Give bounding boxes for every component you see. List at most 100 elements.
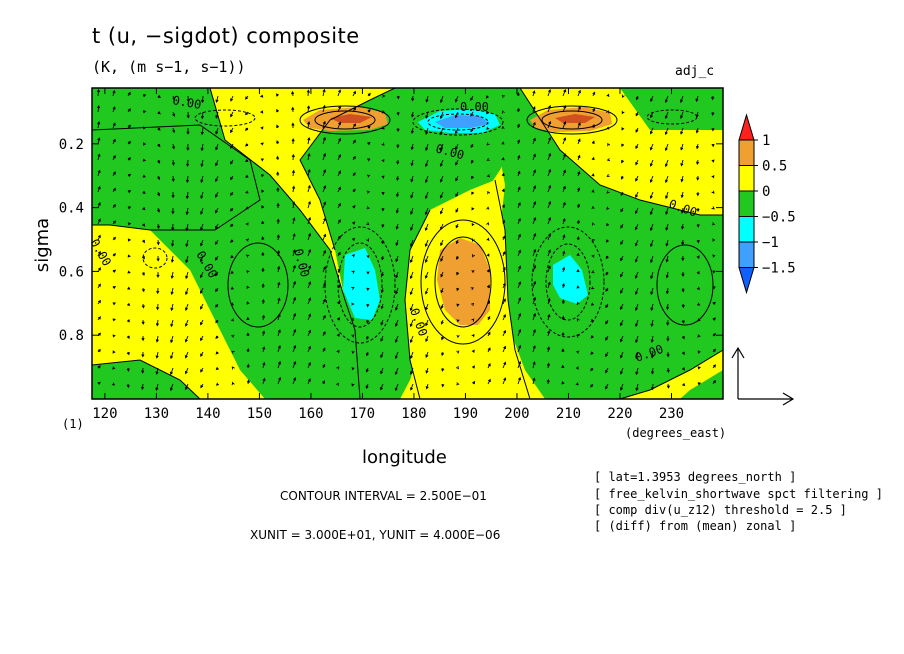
vector-arrow xyxy=(336,349,340,354)
vector-arrow xyxy=(155,383,159,392)
vector-arrow xyxy=(127,286,131,290)
vector-arrow xyxy=(230,255,234,259)
vector-arrow xyxy=(140,383,145,391)
vector-arrow xyxy=(381,110,386,114)
vector-arrow xyxy=(337,251,341,257)
vector-arrow xyxy=(246,301,250,305)
vector-arrow xyxy=(366,287,370,292)
vector-arrow xyxy=(184,319,189,327)
vector-arrow xyxy=(276,202,280,209)
colorbar-swatch xyxy=(738,165,755,192)
vector-arrow xyxy=(576,203,581,209)
vector-arrow xyxy=(606,158,611,162)
vector-arrow xyxy=(276,124,280,129)
vector-arrow xyxy=(576,268,580,273)
vector-arrow xyxy=(605,271,609,276)
vector-arrow xyxy=(352,204,356,209)
vector-arrow xyxy=(620,191,624,197)
vector-arrow xyxy=(649,159,654,167)
vector-arrow xyxy=(230,111,234,118)
vector-arrow xyxy=(230,143,234,149)
vector-arrow xyxy=(156,223,160,230)
vector-arrow xyxy=(97,283,101,289)
vector-arrow xyxy=(486,142,490,146)
vector-arrow xyxy=(395,239,399,247)
colorbar-label: 0 xyxy=(762,184,770,200)
vector-arrow xyxy=(396,175,400,182)
vector-arrow xyxy=(366,319,370,324)
vector-arrow xyxy=(141,255,145,260)
vector-arrow xyxy=(517,170,521,177)
vector-arrow xyxy=(680,159,684,167)
vector-arrow xyxy=(425,319,429,327)
vector-arrow xyxy=(634,271,639,279)
vector-arrow xyxy=(142,223,146,227)
vector-arrow xyxy=(471,207,475,211)
vector-arrow xyxy=(337,121,342,129)
vector-arrow xyxy=(576,219,580,225)
vector-arrow xyxy=(365,367,369,373)
vector-arrow xyxy=(619,319,624,327)
colorbar: 1 0.5 0 −0.5 −1 −1.5 xyxy=(738,113,796,295)
vector-arrow xyxy=(650,367,655,375)
vector-arrow xyxy=(292,328,297,337)
vector-arrow xyxy=(455,159,459,166)
vector-arrow xyxy=(245,95,249,100)
vector-arrow xyxy=(142,174,146,178)
vector-arrow xyxy=(562,153,567,161)
vector-arrow xyxy=(456,382,460,386)
contour-line xyxy=(299,88,396,251)
vector-arrow xyxy=(650,95,654,103)
vector-arrow xyxy=(577,122,581,129)
x-tick-label: 130 xyxy=(144,406,169,422)
vector-arrow xyxy=(171,175,175,183)
contour-line xyxy=(404,209,431,399)
vector-arrow xyxy=(502,219,506,225)
vector-arrow xyxy=(112,106,116,113)
vector-arrow xyxy=(307,313,312,321)
vector-arrow xyxy=(230,334,235,338)
vector-arrow xyxy=(322,217,327,225)
vector-arrow xyxy=(381,159,385,163)
vector-arrow xyxy=(171,191,175,199)
vector-arrow xyxy=(455,175,459,182)
vector-arrow xyxy=(336,333,340,337)
vector-arrow xyxy=(409,351,414,359)
vector-arrow xyxy=(439,175,444,183)
vector-arrow xyxy=(215,351,219,355)
vector-arrow xyxy=(230,127,234,134)
vector-arrow xyxy=(501,188,505,193)
contour-line xyxy=(209,88,361,399)
vector-arrow xyxy=(380,335,384,342)
vector-arrow xyxy=(172,127,176,134)
contour-line xyxy=(526,105,618,135)
contour-line xyxy=(619,349,723,399)
vector-arrow xyxy=(307,216,312,225)
vector-arrow xyxy=(620,271,624,278)
vector-arrow xyxy=(292,264,296,273)
vector-arrow xyxy=(157,95,162,99)
vector-arrow xyxy=(367,158,371,162)
vector-arrow xyxy=(649,207,654,216)
vector-arrow xyxy=(681,255,685,262)
contour-line xyxy=(545,243,591,321)
vector-arrow xyxy=(141,367,145,374)
vector-arrow xyxy=(352,155,356,161)
vector-arrow xyxy=(394,319,399,327)
vector-arrow xyxy=(169,383,174,392)
vector-arrow xyxy=(409,367,414,375)
vector-arrow xyxy=(471,238,475,242)
vector-arrow xyxy=(337,300,341,305)
vector-arrow xyxy=(352,139,356,145)
vector-arrow xyxy=(517,281,522,289)
vector-arrow xyxy=(591,222,595,226)
vector-arrow xyxy=(486,126,490,130)
colorbar-label: −1.5 xyxy=(762,261,796,277)
vector-arrow xyxy=(230,223,234,228)
vector-arrow xyxy=(127,157,132,161)
vector-arrow xyxy=(619,335,624,343)
vector-arrow xyxy=(456,334,460,339)
vector-arrow xyxy=(230,159,234,165)
vector-arrow xyxy=(486,174,491,178)
vector-arrow xyxy=(277,281,281,289)
